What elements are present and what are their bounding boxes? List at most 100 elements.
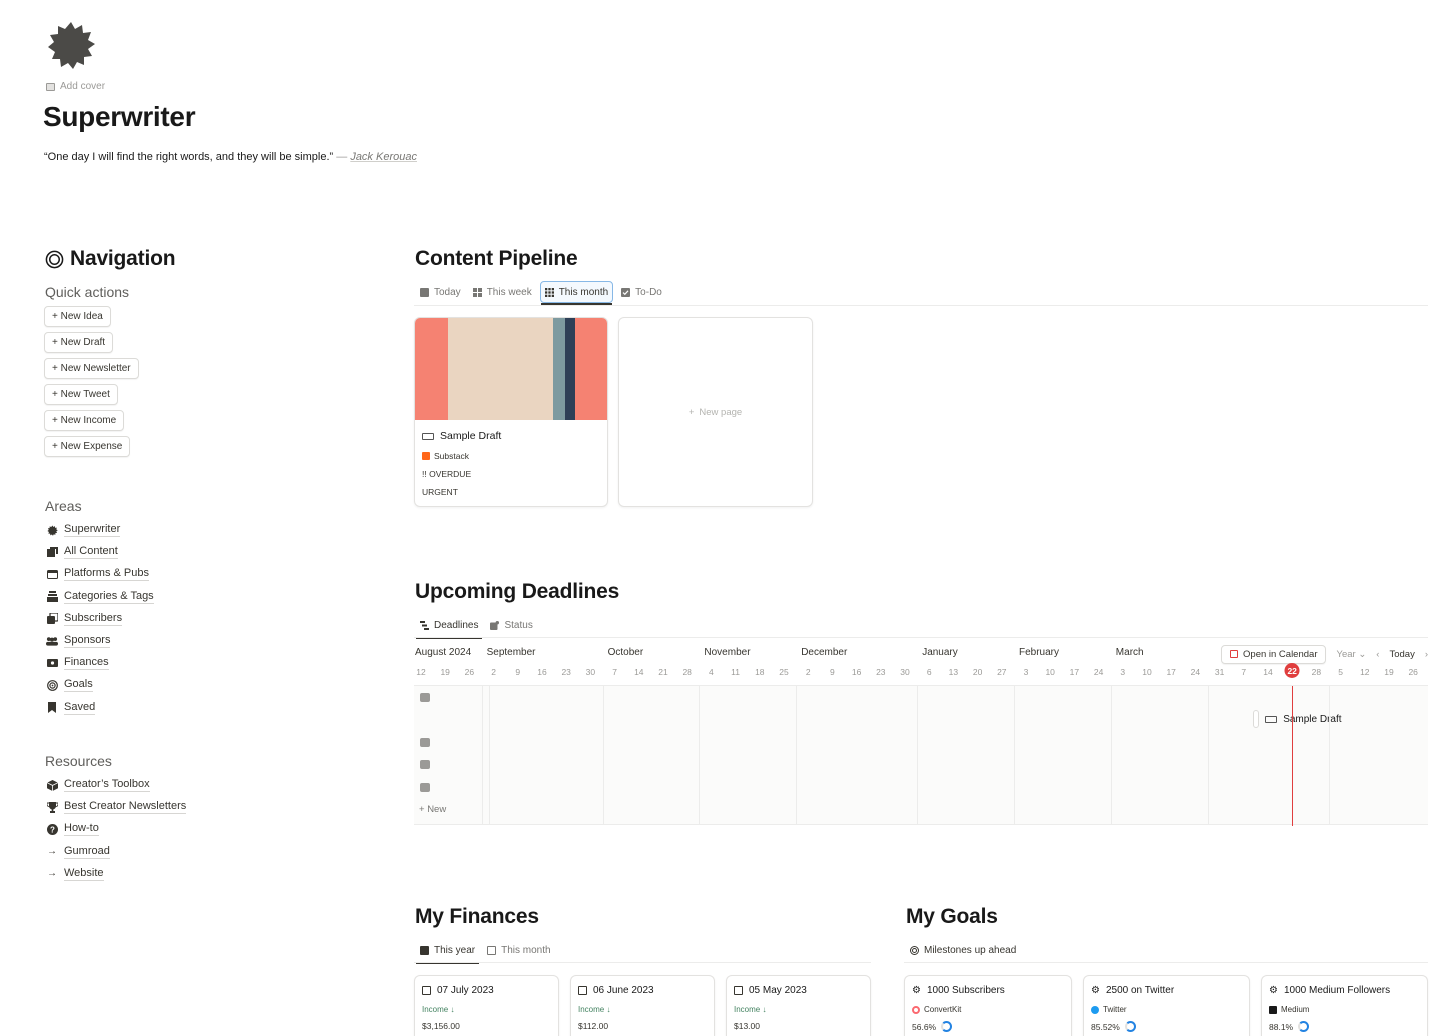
goals-tabs: Milestones up ahead (906, 939, 1020, 961)
area-sponsors[interactable]: Sponsors (46, 630, 154, 652)
area-label: All Content (64, 545, 118, 560)
month-gridline (481, 686, 483, 824)
row-open-icon[interactable] (420, 693, 430, 702)
tab-to-do[interactable]: To-Do (617, 281, 666, 303)
goal-card[interactable]: ⚙ 1000 Medium Followers Medium 88.1% (1261, 975, 1428, 1036)
timeline-day-label: 5 (1338, 667, 1343, 677)
quote-dash: — (336, 151, 348, 163)
keyboard-icon (422, 432, 434, 440)
new-page-card[interactable]: + New page (618, 317, 813, 507)
timeline-month-label: November (704, 647, 751, 658)
today-button[interactable]: Today (1389, 648, 1415, 660)
new-income-button[interactable]: + New Income (44, 410, 125, 431)
progress-label: 56.6% (912, 1021, 937, 1032)
timeline-day-label: 23 (561, 667, 571, 677)
goal-platform: Twitter (1091, 1004, 1242, 1015)
new-tweet-button[interactable]: + New Tweet (44, 384, 118, 405)
add-cover-button[interactable]: Add cover (46, 81, 105, 92)
trophy-icon (46, 801, 58, 813)
areas-list: Superwriter All Content Platforms & Pubs… (46, 519, 154, 719)
gallery-card[interactable]: Sample Draft Substack !! OVERDUE URGENT (414, 317, 608, 507)
new-newsletter-button[interactable]: + New Newsletter (44, 358, 139, 379)
drag-handle[interactable] (1253, 710, 1260, 728)
tab-today[interactable]: Today (416, 281, 465, 303)
timeline-months: August 2024 September October November Decem… (414, 647, 1428, 661)
card-title: Sample Draft (422, 428, 600, 444)
timeline-days: 12 19 26 2 9 16 23 30 7 14 21 28 4 11 18 25 2 9 16 23 30 6 13 2… (414, 663, 1428, 681)
progress-label: 88.1% (1269, 1021, 1294, 1032)
chevron-right-icon[interactable]: › (1424, 648, 1428, 660)
timeline-day-label: 10 (1045, 667, 1055, 677)
timeline-day-label: 25 (779, 667, 789, 677)
resource-best-creator-newsletters[interactable]: Best Creator Newsletters (46, 796, 187, 818)
calendar-icon (487, 945, 497, 955)
timeline-day-label: 20 (972, 667, 983, 677)
tab-milestones[interactable]: Milestones up ahead (906, 939, 1020, 961)
timeline-month-label: December (801, 647, 848, 658)
quote-text: “One day I will find the right words, an… (44, 151, 334, 163)
tab-status[interactable]: Status (486, 614, 536, 636)
tab-this-month[interactable]: This month (539, 281, 614, 305)
timeline-day-label: 28 (682, 667, 692, 677)
timeline-day-label: 24 (1093, 667, 1104, 677)
svg-text:?: ? (50, 825, 55, 834)
finance-card[interactable]: 07 July 2023 Income ↓ $3,156.00 (414, 975, 559, 1036)
area-subscribers[interactable]: Subscribers (46, 608, 154, 630)
medium-icon (1269, 1005, 1277, 1014)
timeline-day-label: 19 (440, 667, 450, 677)
quote-author[interactable]: Jack Kerouac (350, 151, 417, 163)
timeline-icon (420, 620, 429, 630)
resource-gumroad[interactable]: → Gumroad (46, 841, 186, 863)
timeline-new-button[interactable]: + New (419, 804, 446, 815)
page-title[interactable]: Superwriter (43, 101, 196, 132)
deadlines-tabs: Deadlines Status (416, 614, 537, 639)
resource-website[interactable]: → Website (46, 863, 186, 885)
tab-deadlines[interactable]: Deadlines (416, 614, 483, 639)
goal-card[interactable]: ⚙ 2500 on Twitter Twitter 85.52% (1083, 975, 1250, 1036)
cover-stripe (565, 318, 575, 420)
timeline-day-label: 31 (1214, 667, 1225, 677)
open-in-calendar-button[interactable]: Open in Calendar (1221, 644, 1327, 664)
new-draft-button[interactable]: + New Draft (44, 332, 114, 353)
area-saved[interactable]: Saved (46, 697, 154, 719)
finance-date: 05 May 2023 (749, 985, 807, 996)
finance-card[interactable]: 06 June 2023 Income ↓ $112.00 (570, 975, 715, 1036)
area-superwriter[interactable]: Superwriter (46, 519, 154, 541)
target-icon (45, 250, 64, 268)
divider (414, 962, 871, 963)
tab-this-month[interactable]: This month (483, 939, 554, 961)
resource-label: Website (64, 866, 104, 881)
tab-this-week[interactable]: This week (469, 281, 536, 303)
new-idea-button[interactable]: + New Idea (44, 306, 111, 327)
goal-card[interactable]: ⚙ 1000 Subscribers ConvertKit 56.6% (904, 975, 1072, 1036)
resource-creators-toolbox[interactable]: Creator’s Toolbox (46, 774, 186, 796)
area-label: Finances (64, 656, 109, 671)
timeline-item[interactable]: Sample Draft (1253, 710, 1342, 728)
row-open-icon[interactable] (420, 783, 430, 792)
timeline-day-label: 21 (658, 667, 668, 677)
scale-select[interactable]: Year ⌄ (1336, 649, 1366, 660)
finance-card[interactable]: 05 May 2023 Income ↓ $13.00 (726, 975, 871, 1036)
area-platforms-pubs[interactable]: Platforms & Pubs (46, 563, 154, 585)
timeline-day-label: 12 (1360, 667, 1370, 677)
area-categories-tags[interactable]: Categories & Tags (46, 586, 154, 608)
tab-label: This month (558, 286, 609, 298)
tab-label: Status (504, 619, 533, 631)
badge-icon[interactable] (46, 20, 96, 70)
chevron-left-icon[interactable]: ‹ (1376, 648, 1380, 660)
convertkit-icon (912, 1005, 920, 1014)
area-all-content[interactable]: All Content (46, 541, 154, 563)
area-goals[interactable]: Goals (46, 674, 154, 696)
timeline-day-label: 12 (416, 667, 426, 677)
progress-label: 85.52% (1091, 1021, 1120, 1032)
area-finances[interactable]: Finances (46, 652, 154, 674)
resource-label: Creator’s Toolbox (64, 778, 150, 793)
new-expense-button[interactable]: + New Expense (44, 436, 131, 457)
timeline-month-label: February (1019, 647, 1060, 658)
calendar-icon (1230, 650, 1239, 658)
row-open-icon[interactable] (420, 738, 430, 747)
tab-this-year[interactable]: This year (416, 939, 480, 964)
content-pipeline-tabs: Today This week This month To-Do (416, 281, 666, 305)
resource-how-to[interactable]: ? How-to (46, 818, 186, 840)
row-open-icon[interactable] (420, 760, 430, 769)
